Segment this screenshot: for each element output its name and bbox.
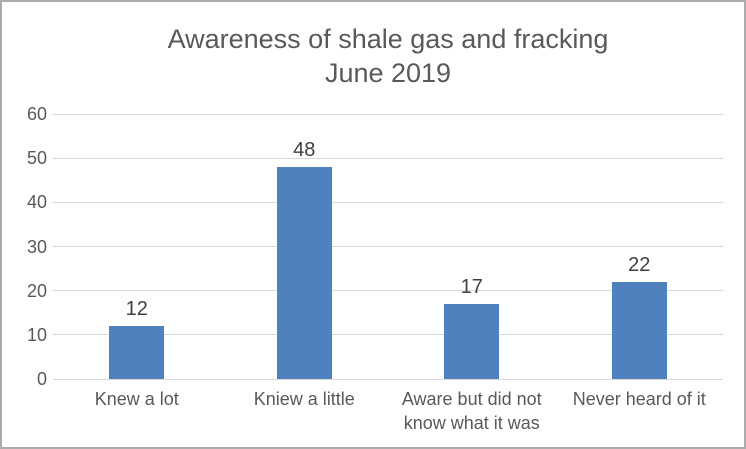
x-category-label: Kniew a little — [253, 389, 355, 409]
gridline — [53, 113, 723, 115]
x-category-label: Knew a lot — [94, 389, 179, 409]
y-tick-label: 10 — [26, 324, 47, 345]
gridline — [53, 246, 723, 247]
bar — [611, 281, 667, 379]
x-category-label: Aware but did not know what it was — [401, 389, 542, 433]
plot-area — [53, 113, 723, 380]
y-tick-label: 50 — [26, 148, 47, 169]
gridline — [53, 290, 723, 292]
bar-value-label: 12 — [125, 298, 148, 320]
chart-subtitle: June 2019 — [324, 58, 452, 88]
y-tick-label: 40 — [26, 192, 47, 213]
x-axis-line — [53, 378, 723, 380]
y-tick-label: 30 — [26, 236, 47, 257]
chart-title-block: Awareness of shale gas and fracking June… — [53, 22, 723, 90]
gridline — [53, 334, 723, 336]
x-category-label: Never heard of it — [572, 389, 706, 409]
bar — [109, 326, 165, 379]
chart-title: Awareness of shale gas and fracking — [167, 24, 609, 54]
gridline — [53, 201, 723, 203]
y-tick-label: 20 — [26, 280, 47, 301]
gridline — [53, 157, 723, 159]
bar — [276, 167, 332, 379]
bar-value-label: 17 — [460, 275, 483, 298]
bar-value-label: 22 — [628, 253, 651, 276]
y-tick-label: 0 — [36, 369, 47, 389]
y-tick-label: 60 — [26, 104, 47, 124]
bar — [444, 303, 500, 379]
bar-value-label: 48 — [293, 139, 316, 161]
